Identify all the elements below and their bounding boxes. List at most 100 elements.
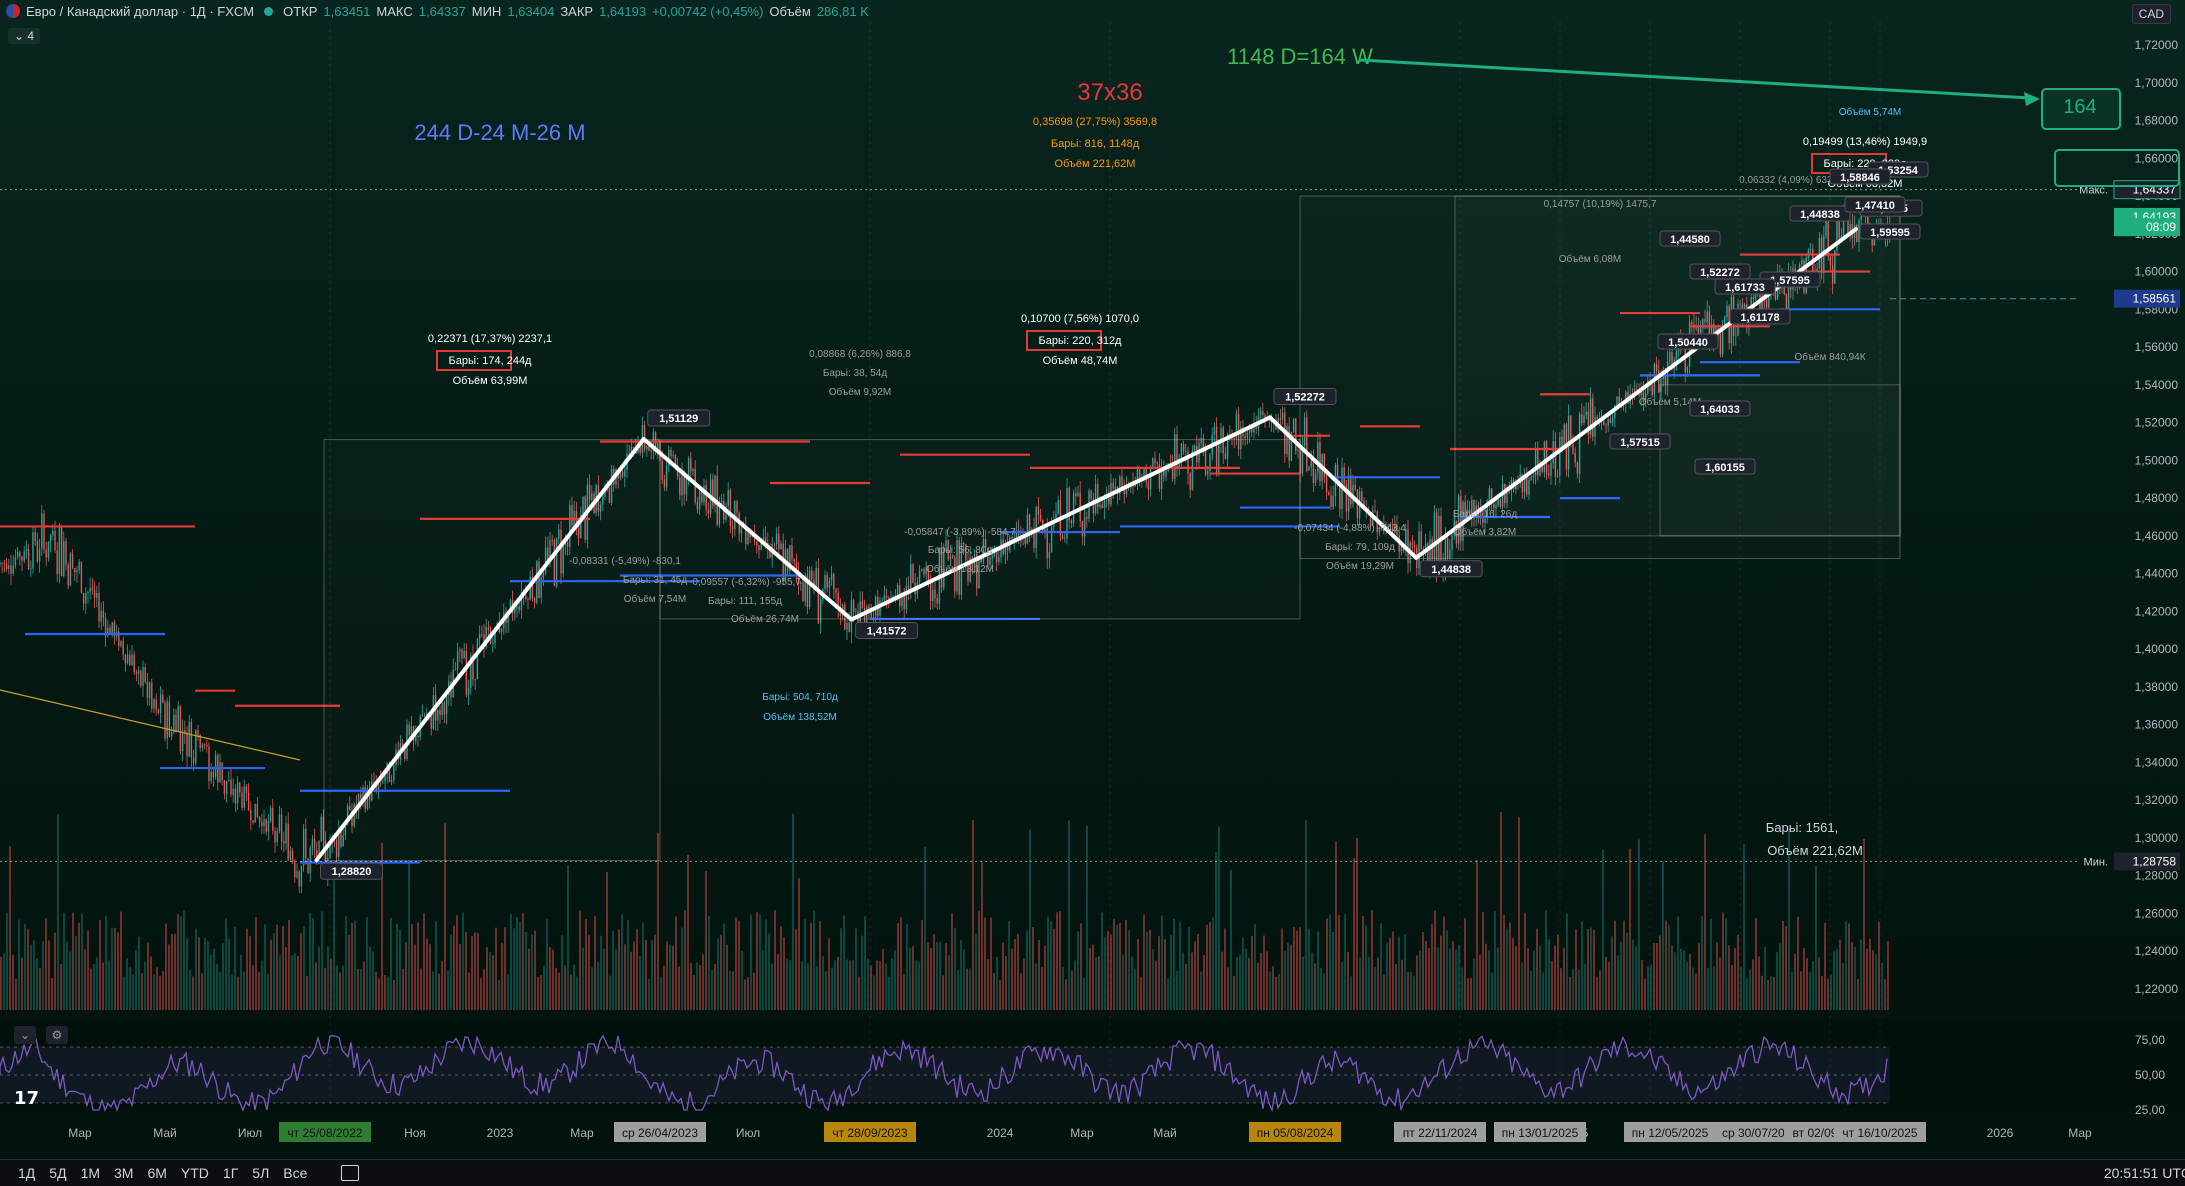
volume-bar — [897, 923, 899, 1010]
tf-6m[interactable]: 6М — [147, 1165, 167, 1181]
tf-3m[interactable]: 3М — [114, 1165, 134, 1181]
volume-bar — [258, 971, 260, 1010]
candle-body — [320, 816, 322, 842]
candle-body — [720, 500, 723, 507]
volume-bar — [24, 923, 26, 1010]
volume-bar — [522, 913, 524, 1010]
candle-body — [1319, 442, 1321, 482]
candle-body — [824, 575, 826, 589]
volume-bar — [303, 926, 305, 1010]
tf-5d[interactable]: 5Д — [49, 1165, 67, 1181]
candle-body — [470, 655, 472, 688]
x-highlight-label: пн 13/01/2025 — [1502, 1126, 1579, 1140]
calendar-icon[interactable] — [341, 1165, 360, 1181]
volume-bar — [1779, 943, 1781, 1010]
volume-bar — [147, 942, 149, 1010]
y-tick-label: 1,42000 — [2135, 604, 2179, 618]
count-box[interactable] — [2041, 88, 2121, 130]
zigzag-label: 1,52272 — [1285, 391, 1325, 403]
candle-body — [280, 814, 283, 841]
candle-body — [1479, 510, 1482, 518]
volume-bar — [1284, 951, 1286, 1010]
volume-bar — [1314, 963, 1316, 1010]
volume-bar — [156, 967, 158, 1010]
candle-body — [903, 595, 905, 610]
candle-body — [1488, 488, 1491, 501]
measure-box-5 — [1659, 384, 1901, 537]
candle-body — [793, 559, 795, 562]
volume-bar — [237, 976, 239, 1010]
candle-body — [1849, 224, 1851, 236]
collapse-icon[interactable]: ⌄ — [14, 1026, 36, 1044]
candle-body — [1541, 463, 1543, 472]
annotation-text: 37x36 — [1077, 79, 1142, 106]
candle-body — [243, 786, 245, 808]
minor-note: Барьі: 111, 155д — [708, 596, 782, 607]
y-tick-label: 1,22000 — [2135, 982, 2179, 996]
tf-ytd[interactable]: YTD — [180, 1165, 209, 1181]
volume-bar — [864, 916, 866, 1010]
candle-body — [1235, 413, 1238, 440]
minor-note: Барьі: 38, 54д — [823, 368, 887, 379]
candle-body — [1306, 417, 1308, 471]
point-labels: 1,504401,445801,522721,448381,474101,532… — [1609, 161, 1929, 475]
symbol-title[interactable]: Евро / Канадский доллар · 1Д · FXCM — [26, 3, 255, 19]
tf-1m[interactable]: 1М — [80, 1165, 101, 1181]
candle-body — [199, 735, 201, 748]
x-highlight-label: пн 12/05/2025 — [1632, 1126, 1709, 1140]
candle-body — [1154, 458, 1156, 464]
candle-body — [780, 543, 782, 550]
y-tick-label: 1,28000 — [2135, 869, 2179, 883]
tf-5y[interactable]: 5Л — [252, 1165, 270, 1181]
candle-body — [1011, 536, 1013, 539]
volume-bar — [1578, 969, 1580, 1010]
volume-bar — [1245, 948, 1247, 1010]
candle-body — [1873, 234, 1876, 246]
volume-bar — [1560, 968, 1562, 1010]
volume-bar — [702, 954, 704, 1010]
tf-all[interactable]: Все — [283, 1165, 308, 1181]
volume-bar — [159, 975, 161, 1010]
stat-box-bars: Барьі: 220, 312д — [1039, 335, 1123, 347]
volume-bar — [786, 958, 788, 1010]
candle-body — [1526, 476, 1528, 495]
candle-body — [1330, 494, 1332, 507]
settings-icon[interactable]: ⚙ — [46, 1026, 68, 1044]
candle-body — [520, 592, 523, 611]
candle-body — [1189, 473, 1191, 490]
volume-bar — [252, 965, 254, 1010]
volume-bar — [375, 971, 377, 1010]
volume-bar — [720, 934, 722, 1010]
candle-body — [758, 545, 760, 550]
volume-bar — [957, 969, 959, 1010]
volume-bar — [210, 954, 212, 1010]
candle-body — [1064, 537, 1066, 539]
candle-body — [1204, 447, 1207, 475]
price-chart[interactable]: 1,720001,700001,680001,660001,640001,620… — [0, 0, 2185, 1160]
point-label: 1,57515 — [1620, 437, 1660, 449]
candle-body — [1325, 476, 1328, 493]
candle-body — [32, 532, 34, 569]
volume-bar — [1632, 939, 1634, 1010]
volume-bar — [1137, 939, 1139, 1010]
price-label-min: 1,28758 — [2133, 854, 2177, 868]
tf-1y[interactable]: 1Г — [222, 1165, 239, 1181]
currency-button[interactable]: CAD — [2131, 4, 2171, 24]
candle-body — [1125, 484, 1128, 495]
volume-bar — [603, 948, 605, 1010]
indicator-count: 4 — [27, 29, 35, 43]
candle-body — [531, 576, 534, 599]
minor-note: Объём 13,12М — [926, 563, 994, 575]
y-tick-label: 1,48000 — [2135, 491, 2179, 505]
candle-body — [60, 525, 63, 577]
indicators-toggle[interactable]: ⌄ 4 — [8, 28, 41, 44]
candle-body — [250, 809, 252, 821]
candle-body — [769, 547, 771, 558]
volume-bar — [1533, 950, 1535, 1010]
tf-1d[interactable]: 1Д — [18, 1165, 36, 1181]
volume-bar — [267, 973, 269, 1010]
candle-body — [1675, 350, 1678, 360]
volume-bar — [255, 916, 257, 1010]
volume-bar — [1056, 912, 1058, 1010]
volume-bar — [1860, 939, 1862, 1010]
